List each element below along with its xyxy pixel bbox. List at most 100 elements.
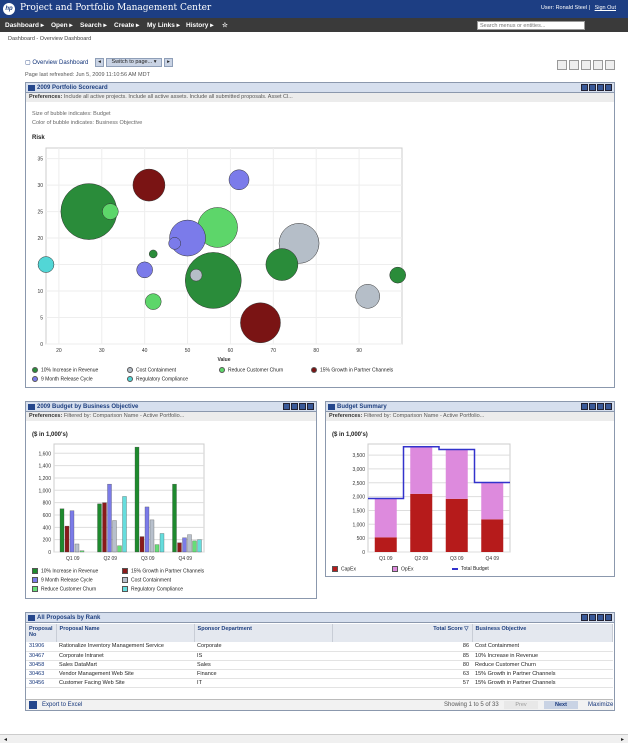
y-tick-label: 2,500	[352, 481, 365, 487]
table-row[interactable]: 30463 Vendor Management Web Site Finance 63…	[26, 669, 613, 679]
menu-history[interactable]: History ▸	[186, 22, 214, 29]
legend-label: Reduce Customer Churn	[41, 586, 97, 593]
scroll-right-icon[interactable]: ▸	[620, 737, 624, 743]
sponsor-cell: Finance	[194, 669, 333, 679]
edit-icon[interactable]	[291, 403, 298, 410]
x-tick-label: 60	[228, 348, 234, 354]
score-cell: 86	[332, 642, 473, 652]
next-page-button[interactable]: Next	[544, 701, 578, 709]
prev-page-button[interactable]: Prev	[504, 701, 538, 709]
col-business-objective[interactable]: Business Objective	[472, 624, 614, 642]
x-tick-label: 30	[99, 348, 105, 354]
maximize-link[interactable]: Maximize	[588, 702, 614, 708]
portlet-controls	[580, 614, 612, 623]
table-row[interactable]: 30456 Customer Facing Web Site IT 57 15% Gro…	[26, 678, 613, 688]
close-icon[interactable]	[605, 614, 612, 621]
toolbar-print-icon[interactable]	[593, 60, 603, 70]
x-tick-label: Q2 09	[103, 556, 117, 562]
budget-objective-header: 2009 Budget by Business Objective	[26, 402, 316, 412]
toolbar-export-icon[interactable]	[605, 60, 615, 70]
table-row[interactable]: 31906 Rationalize Inventory Management Se…	[26, 642, 613, 652]
search-input[interactable]	[477, 21, 585, 30]
close-icon[interactable]	[605, 403, 612, 410]
x-tick-label: 50	[185, 348, 191, 354]
help-icon[interactable]	[283, 403, 290, 410]
maximize-icon[interactable]	[597, 614, 604, 621]
x-tick-label: 90	[356, 348, 362, 354]
legend-swatch	[127, 376, 133, 382]
maximize-icon[interactable]	[597, 403, 604, 410]
legend-swatch	[332, 566, 338, 572]
legend-swatch	[32, 367, 38, 373]
x-tick-label: 70	[271, 348, 277, 354]
y-tick-label: 20	[37, 236, 43, 242]
menu-open[interactable]: Open ▸	[51, 22, 73, 29]
horizontal-scrollbar[interactable]: ◂ ▸	[0, 734, 628, 743]
col-proposal-no[interactable]: Proposal No	[26, 624, 57, 642]
bar-capex	[481, 519, 504, 552]
edit-icon[interactable]	[589, 614, 596, 621]
bubble-point	[389, 266, 406, 284]
toolbar-add-icon[interactable]	[557, 60, 567, 70]
toolbar-layout-icon[interactable]	[581, 60, 591, 70]
help-icon[interactable]	[581, 403, 588, 410]
prev-page-button[interactable]: ◂	[95, 58, 104, 67]
bubble-chart: 051015202530352030405060708090Value	[37, 147, 406, 363]
close-icon[interactable]	[307, 403, 314, 410]
portlet-controls	[580, 84, 612, 93]
breadcrumb: Dashboard - Overview Dashboard	[8, 36, 92, 42]
legend-swatch	[219, 367, 225, 373]
y-tick-label: 3,000	[352, 467, 365, 473]
bar-capex	[374, 537, 397, 552]
proposal-no-cell[interactable]: 30458	[26, 660, 57, 670]
x-tick-label: Q2 09	[414, 556, 428, 562]
favorites-star-icon[interactable]: ☆	[222, 22, 228, 29]
bubble-point	[132, 168, 166, 202]
scroll-left-icon[interactable]: ◂	[4, 737, 8, 743]
budget-summary-portlet: Budget Summary Preferences: Filtered by:…	[325, 401, 615, 577]
menu-my-links[interactable]: My Links ▸	[147, 22, 180, 29]
legend-item: Reduce Customer Churn	[219, 367, 283, 373]
table-row[interactable]: 30467 Corporate Intranet IS 85 10% Increase …	[26, 651, 613, 661]
col-sponsor-department[interactable]: Sponsor Department	[194, 624, 333, 642]
edit-icon[interactable]	[589, 403, 596, 410]
proposal-no-cell[interactable]: 30467	[26, 651, 57, 661]
budget-objective-preferences: Preferences: Filtered by: Comparison Nam…	[26, 412, 316, 421]
sign-out-link[interactable]: Sign Out	[594, 5, 616, 11]
maximize-icon[interactable]	[597, 84, 604, 91]
proposal-no-cell[interactable]: 30456	[26, 678, 57, 688]
col-total-score[interactable]: Total Score ▽	[332, 624, 473, 642]
help-icon[interactable]	[581, 84, 588, 91]
excel-icon[interactable]	[29, 701, 37, 709]
switch-page-dropdown[interactable]: Switch to page... ▾	[106, 58, 162, 67]
menu-search[interactable]: Search ▸	[80, 22, 107, 29]
next-page-button[interactable]: ▸	[164, 58, 173, 67]
scorecard-preferences: Preferences: Include all active projects…	[26, 93, 614, 102]
score-cell: 80	[332, 660, 473, 670]
y-tick-label: 1,400	[38, 464, 51, 470]
export-excel-link[interactable]: Export to Excel	[42, 702, 83, 708]
edit-icon[interactable]	[589, 84, 596, 91]
legend-swatch	[122, 568, 128, 574]
menu-dashboard[interactable]: Dashboard ▸	[5, 22, 45, 29]
toolbar-edit-icon[interactable]	[569, 60, 579, 70]
budget-bar-chart: 0 200 400 600 800 1,000 1,200 1,400 1,600 Q1 09 Q2…	[38, 443, 205, 562]
proposals-portlet: All Proposals by Rank Proposal No Propos…	[25, 612, 615, 711]
proposal-no-cell[interactable]: 31906	[26, 642, 57, 652]
legend-item: Regulatory Compliance	[127, 376, 188, 382]
maximize-icon[interactable]	[299, 403, 306, 410]
y-tick-label: 1,000	[38, 488, 51, 494]
col-proposal-name[interactable]: Proposal Name	[56, 624, 195, 642]
close-icon[interactable]	[605, 84, 612, 91]
table-row[interactable]: 30458 Sales DataMart Sales 80 Reduce Custome…	[26, 660, 613, 670]
proposal-no-cell[interactable]: 30463	[26, 669, 57, 679]
dashboard-title[interactable]: ▢ Overview Dashboard	[25, 60, 89, 66]
budget-ylabel: ($ in 1,000's)	[32, 432, 68, 438]
score-cell: 63	[332, 669, 473, 679]
bubble-legend: 10% Increase in Revenue Cost Containment…	[32, 367, 602, 387]
chart-icon	[28, 404, 35, 410]
help-icon[interactable]	[581, 614, 588, 621]
menu-create[interactable]: Create ▸	[114, 22, 140, 29]
objective-cell: 15% Growth in Partner Channels	[472, 678, 613, 688]
legend-label: Regulatory Compliance	[136, 376, 188, 383]
